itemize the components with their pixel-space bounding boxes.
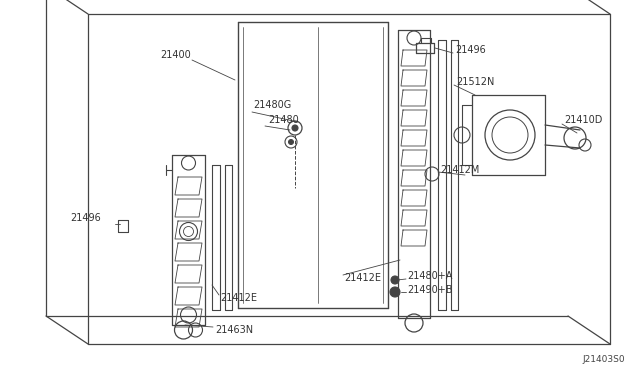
Circle shape [289, 140, 294, 144]
Circle shape [292, 125, 298, 131]
Circle shape [390, 287, 400, 297]
Text: J21403S0: J21403S0 [582, 356, 625, 365]
Text: 21463N: 21463N [215, 325, 253, 335]
Text: 21496: 21496 [455, 45, 486, 55]
Text: 21400: 21400 [160, 50, 191, 60]
Text: 21480G: 21480G [253, 100, 291, 110]
Text: 21410D: 21410D [564, 115, 602, 125]
Text: 21496: 21496 [70, 213, 100, 223]
Text: 21412M: 21412M [440, 165, 479, 175]
Text: 21412E: 21412E [220, 293, 257, 303]
Text: 21480+A: 21480+A [407, 271, 452, 281]
Circle shape [391, 276, 399, 284]
Text: 21412E: 21412E [344, 273, 381, 283]
Text: 21490+B: 21490+B [407, 285, 452, 295]
Text: 21480: 21480 [268, 115, 299, 125]
Text: 21512N: 21512N [456, 77, 494, 87]
